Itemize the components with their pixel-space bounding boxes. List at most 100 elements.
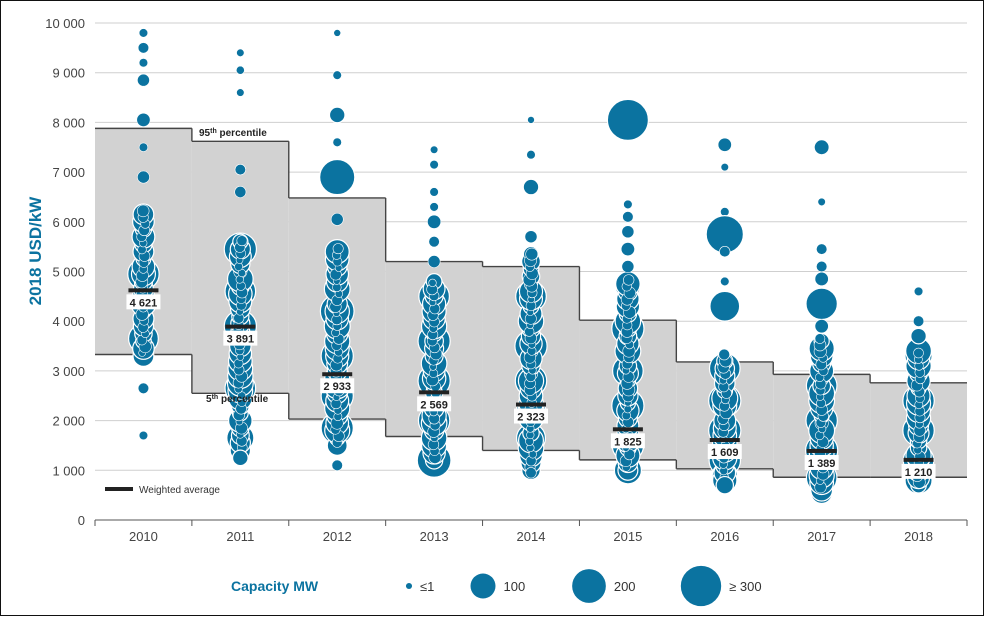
weighted-average-label-bg bbox=[901, 463, 936, 479]
bubble bbox=[427, 255, 441, 268]
bubble bbox=[137, 73, 150, 87]
weighted-average-label: 1 389 bbox=[808, 458, 836, 470]
weighted-average-label-bg bbox=[320, 378, 355, 394]
weighted-average-mark bbox=[516, 402, 546, 407]
bubble bbox=[332, 137, 342, 147]
weighted-average-label: 3 891 bbox=[227, 334, 255, 346]
y-tick-label: 2 000 bbox=[52, 414, 85, 429]
size-legend-label: 200 bbox=[614, 579, 636, 594]
bubble bbox=[136, 204, 150, 218]
weighted-average-label: 2 569 bbox=[420, 399, 448, 411]
bubble bbox=[137, 382, 150, 394]
bubble bbox=[236, 88, 245, 97]
bubble bbox=[912, 315, 925, 327]
weighted-average-mark bbox=[322, 372, 353, 377]
bubble bbox=[138, 430, 149, 441]
weighted-average-label: 2 323 bbox=[517, 412, 545, 424]
bubble bbox=[817, 197, 826, 207]
weighted-average-label: 2 933 bbox=[323, 381, 351, 393]
bubble bbox=[429, 145, 439, 154]
bubble bbox=[814, 271, 829, 286]
weighted-average-label: 1 825 bbox=[614, 436, 642, 448]
bubble bbox=[234, 163, 246, 176]
x-tick-label: 2014 bbox=[517, 529, 546, 544]
bubble bbox=[816, 243, 828, 255]
size-legend-bubble bbox=[572, 569, 606, 603]
x-tick-label: 2012 bbox=[323, 529, 352, 544]
y-tick-label: 4 000 bbox=[52, 314, 85, 329]
weighted-average-label-bg bbox=[417, 396, 452, 412]
bubble bbox=[137, 170, 150, 184]
bubble bbox=[720, 163, 729, 172]
bubble bbox=[814, 319, 829, 334]
size-legend-title: Capacity MW bbox=[231, 578, 319, 594]
y-tick-label: 1 000 bbox=[52, 463, 85, 478]
bubble bbox=[814, 333, 826, 344]
axes: 0 1 000 2 000 3 000 4 000 5 000 6 000 7 000 8 00… bbox=[45, 16, 968, 544]
x-tick-label: 2016 bbox=[710, 529, 739, 544]
bubble bbox=[429, 187, 439, 197]
bubble bbox=[717, 137, 732, 152]
bubble bbox=[709, 290, 741, 322]
weighted-average-label: 1 210 bbox=[905, 467, 933, 479]
weighted-average-mark bbox=[128, 288, 159, 293]
bubble bbox=[138, 142, 149, 152]
bubble bbox=[138, 28, 149, 38]
y-tick-label: 10 000 bbox=[45, 16, 85, 31]
x-tick-label: 2010 bbox=[129, 529, 158, 544]
bubble bbox=[623, 199, 633, 210]
size-legend-label: 100 bbox=[504, 579, 526, 594]
size-legend-label: ≤1 bbox=[420, 579, 434, 594]
bubble bbox=[428, 236, 440, 248]
bubble bbox=[913, 347, 924, 359]
weighted-average-label-bg bbox=[707, 444, 742, 460]
bubble bbox=[623, 274, 635, 286]
bubble bbox=[719, 245, 731, 258]
bubble bbox=[138, 58, 149, 68]
y-axis-label: 2018 USD/kW bbox=[26, 196, 45, 306]
bubble bbox=[136, 112, 151, 127]
bubble bbox=[910, 327, 927, 345]
bubble bbox=[429, 202, 439, 212]
bubble bbox=[235, 65, 245, 75]
y-tick-label: 8 000 bbox=[52, 115, 85, 130]
bubble bbox=[428, 278, 437, 288]
bubble bbox=[525, 467, 537, 479]
p5-annotation: 5th percentile bbox=[206, 394, 269, 406]
y-tick-label: 7 000 bbox=[52, 165, 85, 180]
x-tick-label: 2011 bbox=[226, 529, 254, 544]
bubble bbox=[606, 98, 649, 142]
size-legend-label: ≥ 300 bbox=[729, 579, 761, 594]
bubble bbox=[333, 29, 342, 37]
bubble bbox=[622, 211, 634, 223]
weighted-average-label-bg bbox=[514, 408, 548, 424]
bubble bbox=[236, 235, 248, 247]
bubble bbox=[715, 475, 735, 495]
weighted-average-legend-label: Weighted average bbox=[139, 485, 220, 496]
weighted-average-label: 4 621 bbox=[130, 297, 158, 309]
bubble bbox=[236, 48, 245, 57]
y-tick-label: 9 000 bbox=[52, 66, 85, 81]
weighted-average-mark bbox=[903, 457, 934, 462]
bubble bbox=[526, 150, 536, 160]
weighted-average-mark bbox=[419, 390, 450, 395]
bubble bbox=[623, 405, 632, 414]
bubble-series bbox=[127, 28, 935, 505]
size-legend: Capacity MW ≤1 100 200 ≥ 300 bbox=[231, 565, 762, 607]
bubble bbox=[913, 286, 924, 297]
bubble bbox=[429, 159, 439, 170]
y-tick-label: 3 000 bbox=[52, 364, 85, 379]
y-tick-label: 5 000 bbox=[52, 265, 85, 280]
size-legend-bubble bbox=[680, 565, 722, 607]
bubble bbox=[718, 348, 730, 361]
bubble bbox=[331, 459, 343, 471]
weighted-average-mark bbox=[806, 448, 837, 453]
bubble bbox=[332, 243, 344, 255]
x-tick-label: 2013 bbox=[420, 529, 449, 544]
bubble bbox=[720, 276, 730, 287]
weighted-average-label-bg bbox=[804, 454, 839, 470]
x-tick-label: 2018 bbox=[904, 529, 933, 544]
bubble bbox=[816, 260, 828, 273]
